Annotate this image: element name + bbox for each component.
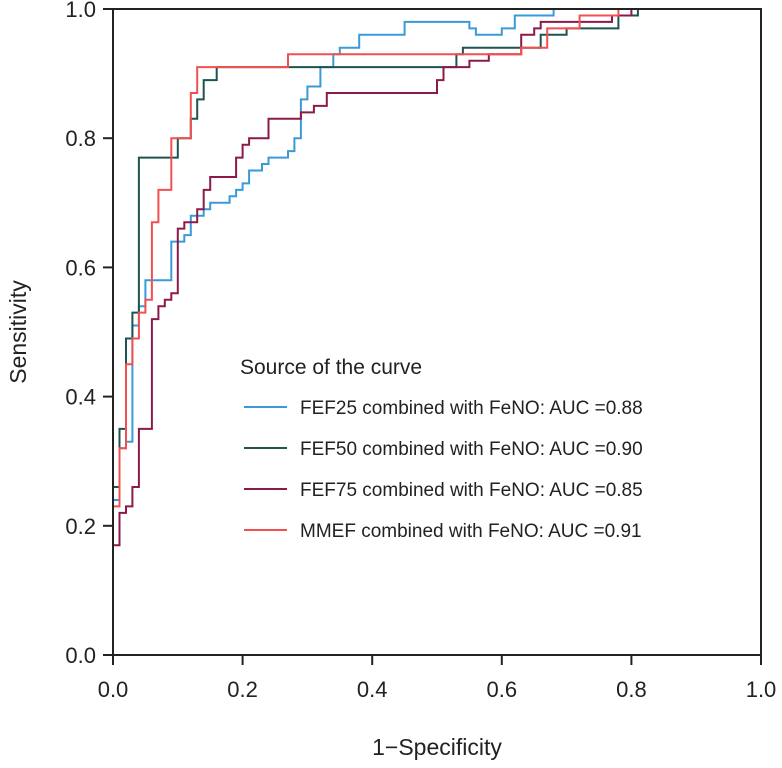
y-tick-label: 0.0 — [65, 643, 96, 668]
x-tick-label: 0.0 — [98, 677, 129, 702]
roc-curve-series-0 — [112, 8, 761, 655]
x-tick-label: 0.4 — [357, 677, 388, 702]
x-axis: 0.0 0.2 0.4 0.6 0.8 1.0 — [98, 655, 777, 702]
legend-title: Source of the curve — [240, 356, 422, 379]
roc-curve-series-1 — [112, 8, 761, 655]
x-tick-label: 0.2 — [227, 677, 258, 702]
y-tick-label: 0.8 — [65, 126, 96, 151]
roc-curves — [112, 8, 761, 655]
x-axis-label: 1−Specificity — [372, 734, 502, 760]
legend-label-series-1: FEF50 combined with FeNO: AUC =0.90 — [300, 439, 643, 460]
x-tick-label: 0.6 — [487, 677, 518, 702]
legend-label-series-0: FEF25 combined with FeNO: AUC =0.88 — [300, 398, 643, 419]
y-tick-label: 0.2 — [65, 514, 96, 539]
legend-label-series-3: MMEF combined with FeNO: AUC =0.91 — [300, 521, 642, 542]
y-tick-label: 0.6 — [65, 255, 96, 280]
roc-curve-series-2 — [112, 8, 761, 655]
roc-curve-series-3 — [112, 8, 761, 655]
y-axis: 0.0 0.2 0.4 0.6 0.8 1.0 — [65, 0, 113, 668]
y-tick-label: 1.0 — [65, 0, 96, 22]
x-tick-label: 0.8 — [616, 677, 647, 702]
legend-label-series-2: FEF75 combined with FeNO: AUC =0.85 — [300, 480, 643, 501]
y-axis-label: Sensitivity — [5, 280, 31, 384]
y-tick-label: 0.4 — [65, 385, 96, 410]
legend: Source of the curve FEF25 combined with … — [240, 356, 643, 542]
x-tick-label: 1.0 — [746, 677, 777, 702]
plot-frame — [112, 8, 762, 656]
